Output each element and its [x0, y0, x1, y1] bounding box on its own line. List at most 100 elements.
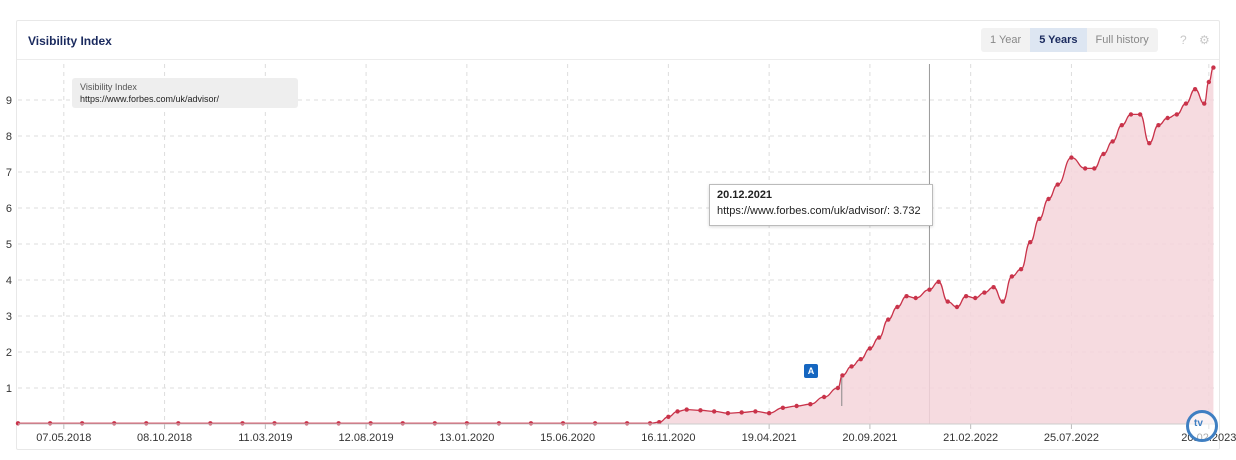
- data-point: [208, 421, 213, 426]
- x-tick-label: 16.11.2020: [641, 432, 695, 444]
- data-point: [821, 394, 827, 400]
- x-tick-label: 19.04.2021: [742, 432, 797, 444]
- data-point: [711, 409, 717, 414]
- data-point: [1000, 299, 1005, 304]
- data-point: [1046, 196, 1051, 202]
- data-point: [1183, 101, 1189, 106]
- data-point: [849, 364, 854, 369]
- data-point: [982, 290, 987, 295]
- data-point: [1156, 123, 1161, 128]
- data-point: [15, 421, 21, 426]
- data-point: [1092, 166, 1097, 171]
- legend-box: Visibility Index https://www.forbes.com/…: [72, 78, 298, 108]
- legend-title: Visibility Index: [80, 82, 137, 92]
- data-point: [1069, 155, 1074, 160]
- series-area: [18, 67, 1214, 424]
- data-point: [79, 421, 85, 426]
- data-point: [336, 421, 341, 426]
- watermark-logo-icon: tv: [1186, 410, 1218, 442]
- data-point: [1206, 79, 1212, 85]
- data-point: [1128, 112, 1134, 117]
- data-point: [368, 421, 373, 426]
- data-point: [647, 421, 653, 426]
- data-point: [624, 421, 630, 426]
- y-tick-label: 3: [6, 311, 12, 323]
- data-point: [240, 421, 245, 426]
- data-point: [780, 405, 786, 410]
- data-point: [1147, 141, 1152, 146]
- y-tick-label: 8: [6, 131, 12, 143]
- data-point: [794, 403, 799, 409]
- data-point: [739, 410, 744, 415]
- data-point: [675, 409, 680, 414]
- data-point: [725, 411, 731, 416]
- data-point: [684, 407, 689, 412]
- data-point: [936, 279, 941, 284]
- x-tick-label: 21.02.2022: [943, 432, 998, 444]
- y-tick-label: 1: [6, 383, 12, 395]
- data-point: [272, 421, 277, 426]
- data-point: [858, 357, 863, 362]
- legend-series-name: https://www.forbes.com/uk/advisor/: [80, 94, 220, 104]
- range-selector: 1 Year 5 Years Full history: [981, 28, 1158, 52]
- gear-icon[interactable]: ⚙: [1199, 33, 1210, 47]
- point-layer: [15, 65, 1216, 426]
- x-tick-label: 07.05.2018: [36, 432, 91, 444]
- data-point: [1018, 267, 1024, 272]
- data-point: [913, 295, 918, 301]
- range-1-year-button[interactable]: 1 Year: [990, 34, 1022, 46]
- data-point: [1211, 65, 1216, 70]
- data-point: [528, 421, 534, 426]
- data-point: [954, 304, 960, 310]
- data-point: [835, 385, 841, 391]
- x-tick-label: 12.08.2019: [339, 432, 394, 444]
- range-full-history-button[interactable]: Full history: [1095, 34, 1149, 46]
- data-point: [1110, 139, 1115, 144]
- data-point: [808, 402, 813, 407]
- data-point: [963, 294, 969, 299]
- data-point: [698, 408, 703, 413]
- tooltip-date: 20.12.2021: [717, 189, 773, 201]
- x-tick-label: 20.09.2021: [842, 432, 897, 444]
- tooltip-value: https://www.forbes.com/uk/advisor/: 3.73…: [717, 205, 921, 217]
- data-point: [945, 299, 950, 304]
- question-icon[interactable]: ?: [1180, 33, 1187, 47]
- data-point: [886, 317, 891, 322]
- data-point: [657, 420, 662, 425]
- data-point: [432, 421, 437, 426]
- data-point: [496, 421, 502, 426]
- panel-header: Visibility Index 1 Year 5 Years Full his…: [17, 21, 1219, 60]
- data-point: [1028, 240, 1033, 245]
- data-point: [973, 295, 978, 301]
- range-5-years-button[interactable]: 5 Years: [1030, 28, 1087, 52]
- data-point: [840, 373, 845, 378]
- data-point: [753, 409, 758, 414]
- data-point: [1037, 216, 1042, 221]
- data-point: [111, 421, 117, 426]
- hover-tooltip: 20.12.2021 https://www.forbes.com/uk/adv…: [709, 184, 933, 226]
- y-tick-label: 7: [6, 167, 12, 179]
- data-point: [766, 411, 772, 416]
- data-point: [1101, 151, 1106, 157]
- annotation-badge[interactable]: A: [804, 364, 818, 378]
- data-point: [927, 287, 932, 292]
- panel-title: Visibility Index: [28, 34, 112, 48]
- data-point: [1165, 115, 1170, 121]
- data-point: [176, 421, 181, 426]
- x-tick-label: 11.03.2019: [238, 432, 292, 444]
- data-point: [400, 421, 405, 426]
- data-point: [1082, 166, 1088, 171]
- data-point: [560, 421, 566, 426]
- data-point: [1192, 87, 1198, 92]
- data-point: [1009, 274, 1015, 279]
- data-point: [991, 285, 996, 290]
- y-tick-label: 6: [6, 203, 12, 215]
- x-tick-label: 25.07.2022: [1044, 432, 1099, 444]
- y-tick-label: 2: [6, 347, 12, 359]
- data-point: [666, 414, 671, 419]
- data-point: [1055, 182, 1060, 187]
- y-tick-label: 5: [6, 239, 12, 251]
- data-point: [904, 294, 909, 299]
- data-point: [1202, 101, 1207, 106]
